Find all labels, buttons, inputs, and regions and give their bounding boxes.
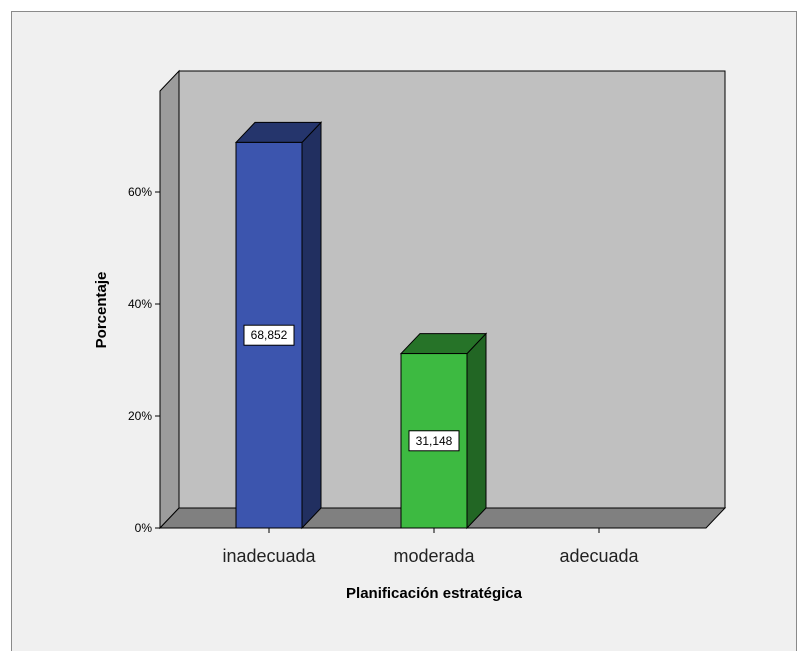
data-label-box [408, 430, 460, 452]
y-tick-label: 60% [128, 185, 152, 199]
plot-left-wall [159, 69, 180, 530]
data-label-box [243, 324, 295, 346]
x-tick-label: adecuada [559, 546, 639, 566]
x-tick-label: inadecuada [222, 546, 316, 566]
y-tick-label: 20% [128, 409, 152, 423]
y-axis-title: Porcentaje [93, 272, 110, 349]
y-tick-label: 40% [128, 297, 152, 311]
x-tick-label: moderada [393, 546, 475, 566]
x-axis-title: Planificación estratégica [346, 585, 523, 602]
data-label: 68,852 [251, 328, 288, 342]
bar-side-inadecuada [301, 121, 322, 530]
data-label: 31,148 [416, 434, 453, 448]
bar-side-moderada [466, 332, 487, 530]
y-tick-label: 0% [135, 521, 153, 535]
